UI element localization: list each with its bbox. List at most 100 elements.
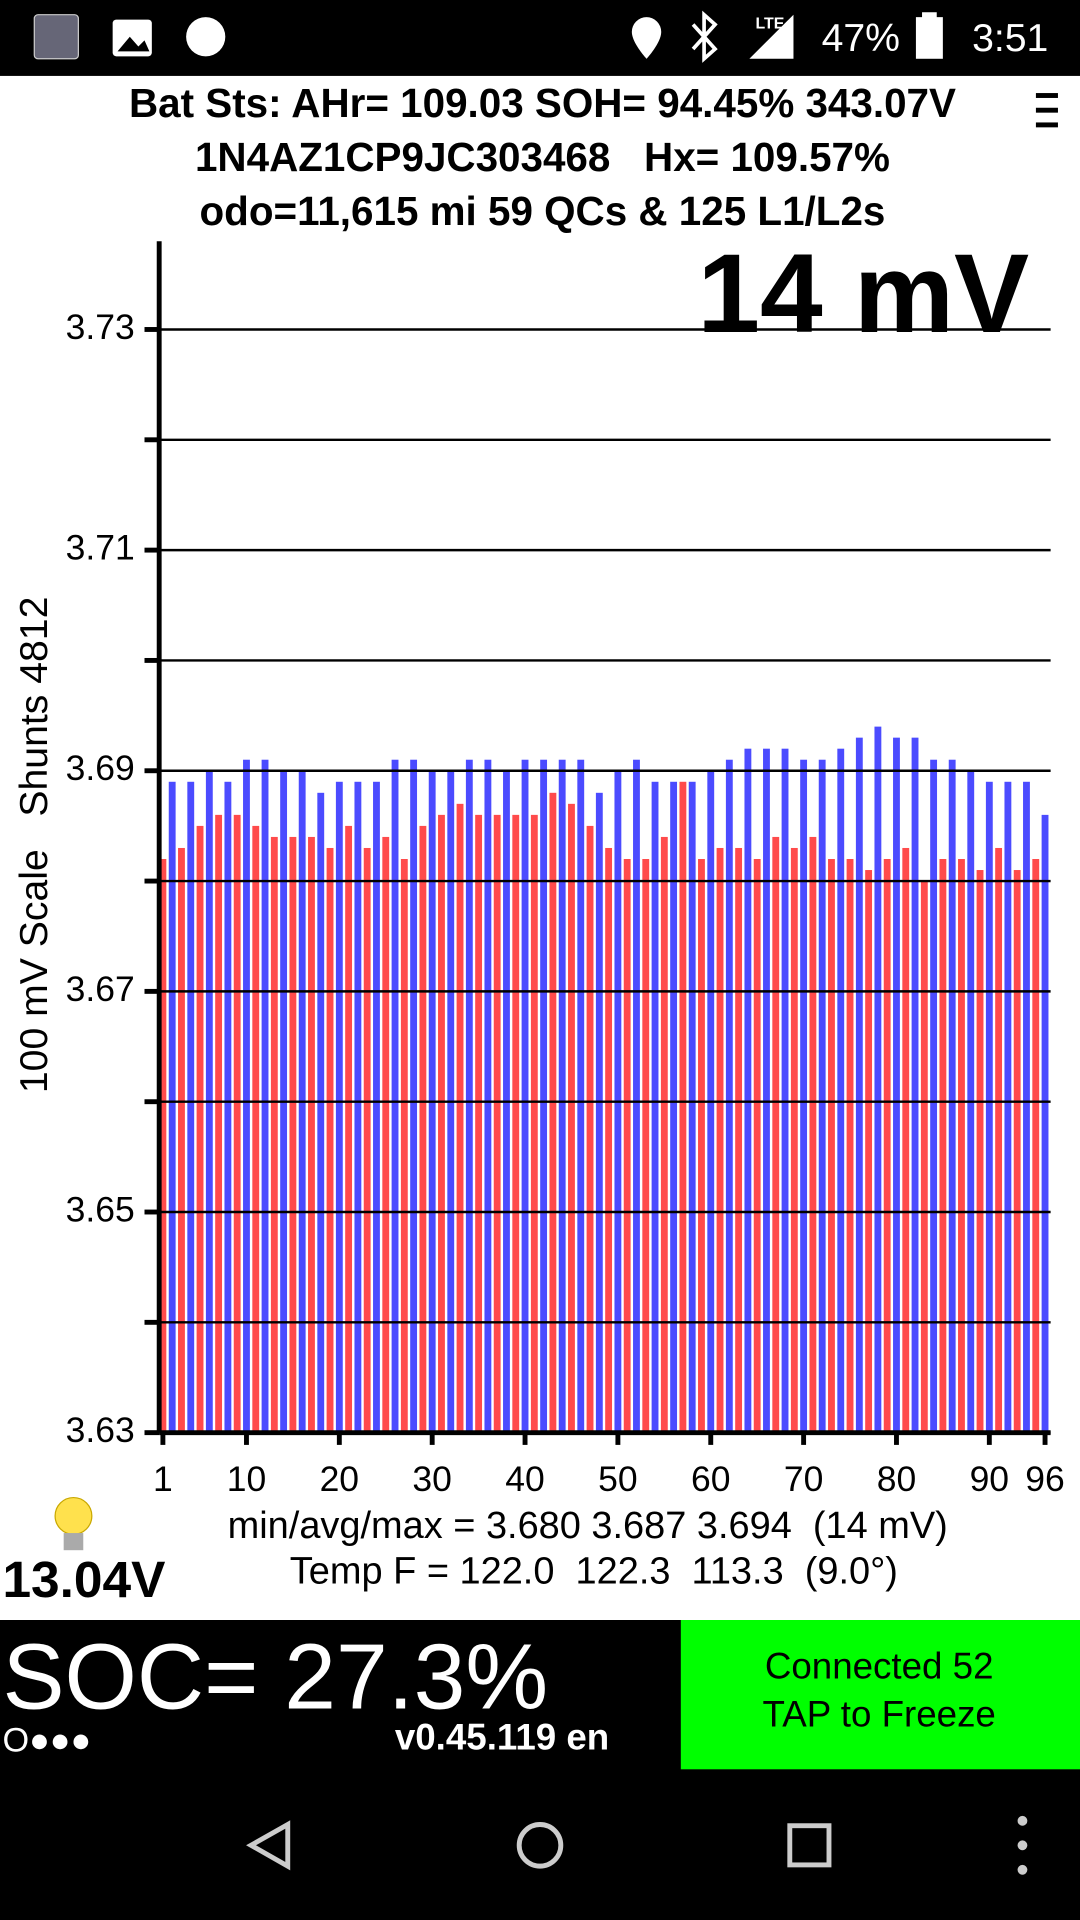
connect-status: Connected 52	[765, 1646, 994, 1687]
menu-bar	[1035, 93, 1058, 98]
x-tick-label: 40	[505, 1459, 545, 1499]
cell-bar	[679, 781, 687, 1433]
x-tick-label: 50	[598, 1459, 638, 1499]
dot	[1017, 1815, 1028, 1826]
cell-bar	[958, 859, 965, 1433]
battery-tip	[922, 12, 937, 19]
cell-bar	[763, 748, 770, 1433]
cell-bar	[874, 726, 882, 1433]
connect-button[interactable]: Connected 52 TAP to Freeze	[680, 1620, 1080, 1770]
home-button[interactable]	[516, 1822, 564, 1869]
cell-bar	[790, 847, 798, 1433]
cell-bar	[744, 748, 752, 1433]
cell-bar	[893, 737, 900, 1433]
cell-bar	[1023, 781, 1030, 1433]
cell-bar	[577, 759, 585, 1433]
cell-bar	[1013, 870, 1021, 1433]
x-tick-label: 70	[784, 1459, 824, 1499]
cell-bar	[493, 814, 501, 1433]
cell-bar	[558, 759, 566, 1433]
cell-bar	[911, 737, 919, 1433]
cell-bar	[818, 759, 826, 1433]
cell-bar	[633, 759, 640, 1433]
cell-bar	[159, 859, 167, 1433]
cell-bar	[187, 781, 195, 1433]
cell-bar	[586, 825, 594, 1433]
cell-bar	[623, 859, 631, 1433]
cell-bar	[939, 859, 947, 1433]
cell-bar	[243, 759, 250, 1433]
cell-bar	[373, 781, 380, 1433]
cell-bar	[419, 825, 427, 1433]
cell-bar	[642, 859, 650, 1433]
cell-bar	[1004, 781, 1012, 1433]
y-tick-label: 3.69	[66, 748, 135, 788]
cell-bar	[605, 847, 613, 1433]
cell-bar	[1041, 814, 1049, 1433]
chart: 3.63 3.65 3.67 3.69 3.71 3.73 1 10 20 30 40 50 60 70 8…	[66, 241, 1065, 1499]
overflow-button[interactable]	[1017, 1815, 1028, 1875]
cell-bar	[1032, 859, 1040, 1433]
dot	[1017, 1864, 1028, 1875]
cell-bar	[456, 803, 464, 1433]
location-icon	[631, 17, 662, 59]
cell-bar	[261, 759, 269, 1433]
aux-voltage: 13.04V	[2, 1550, 165, 1608]
cell-bar	[800, 759, 808, 1433]
x-tick-label: 1	[153, 1459, 173, 1499]
cell-bar	[837, 748, 845, 1433]
recents-button[interactable]	[787, 1823, 832, 1868]
cell-bar	[735, 847, 743, 1433]
x-tick-label: 20	[320, 1459, 360, 1499]
cell-bar	[846, 859, 854, 1433]
soc: SOC= 27.3%	[2, 1624, 548, 1728]
cell-bar	[670, 781, 678, 1433]
cell-bar	[512, 814, 520, 1433]
cell-bar	[865, 870, 873, 1433]
menu-bar	[1035, 122, 1058, 128]
cell-bar	[688, 781, 696, 1433]
y-tick-label: 3.67	[66, 969, 135, 1009]
back-button[interactable]	[246, 1820, 291, 1871]
cell-bar	[809, 836, 817, 1433]
y-tick-label: 3.63	[66, 1410, 135, 1450]
x-tick-label: 90	[970, 1459, 1010, 1499]
version: v0.45.119 en	[395, 1717, 609, 1758]
cell-bar	[521, 759, 529, 1433]
x-tick-label: 60	[691, 1459, 731, 1499]
signal-icon	[749, 14, 794, 59]
x-tick-label: 80	[877, 1459, 917, 1499]
y-tick-label: 3.73	[66, 307, 135, 347]
cell-bar	[465, 759, 473, 1433]
app-icon	[33, 14, 79, 60]
cell-bar	[781, 748, 789, 1433]
header-line: 1N4AZ1CP9JC303468 Hx= 109.57%	[195, 134, 890, 180]
soc-panel	[0, 1620, 681, 1770]
cell-bar	[382, 836, 390, 1433]
cell-bar	[475, 814, 483, 1433]
cell-bar	[568, 803, 575, 1433]
battery-icon	[915, 17, 943, 59]
cell-bar	[976, 870, 984, 1433]
cell-bar	[317, 792, 325, 1433]
cell-bar	[270, 836, 278, 1433]
cell-bar	[772, 836, 780, 1433]
cell-bar	[326, 847, 334, 1433]
cell-bar	[345, 825, 353, 1433]
y-tick-label: 3.71	[66, 527, 135, 567]
cell-bar	[883, 859, 891, 1433]
cell-bar	[363, 847, 371, 1433]
cell-bar	[484, 759, 492, 1433]
cell-bar	[391, 759, 399, 1433]
menu-bar	[1035, 107, 1058, 113]
cell-bar	[985, 781, 993, 1433]
cell-bar	[224, 781, 232, 1433]
cell-bar	[400, 859, 408, 1433]
menu-button[interactable]	[1035, 93, 1058, 128]
cell-bar	[855, 737, 863, 1433]
cell-bar	[438, 814, 445, 1433]
x-tick-label: 10	[227, 1459, 267, 1499]
cell-bar	[354, 781, 362, 1433]
network-label: LTE	[756, 16, 785, 33]
cell-bar	[308, 836, 315, 1433]
